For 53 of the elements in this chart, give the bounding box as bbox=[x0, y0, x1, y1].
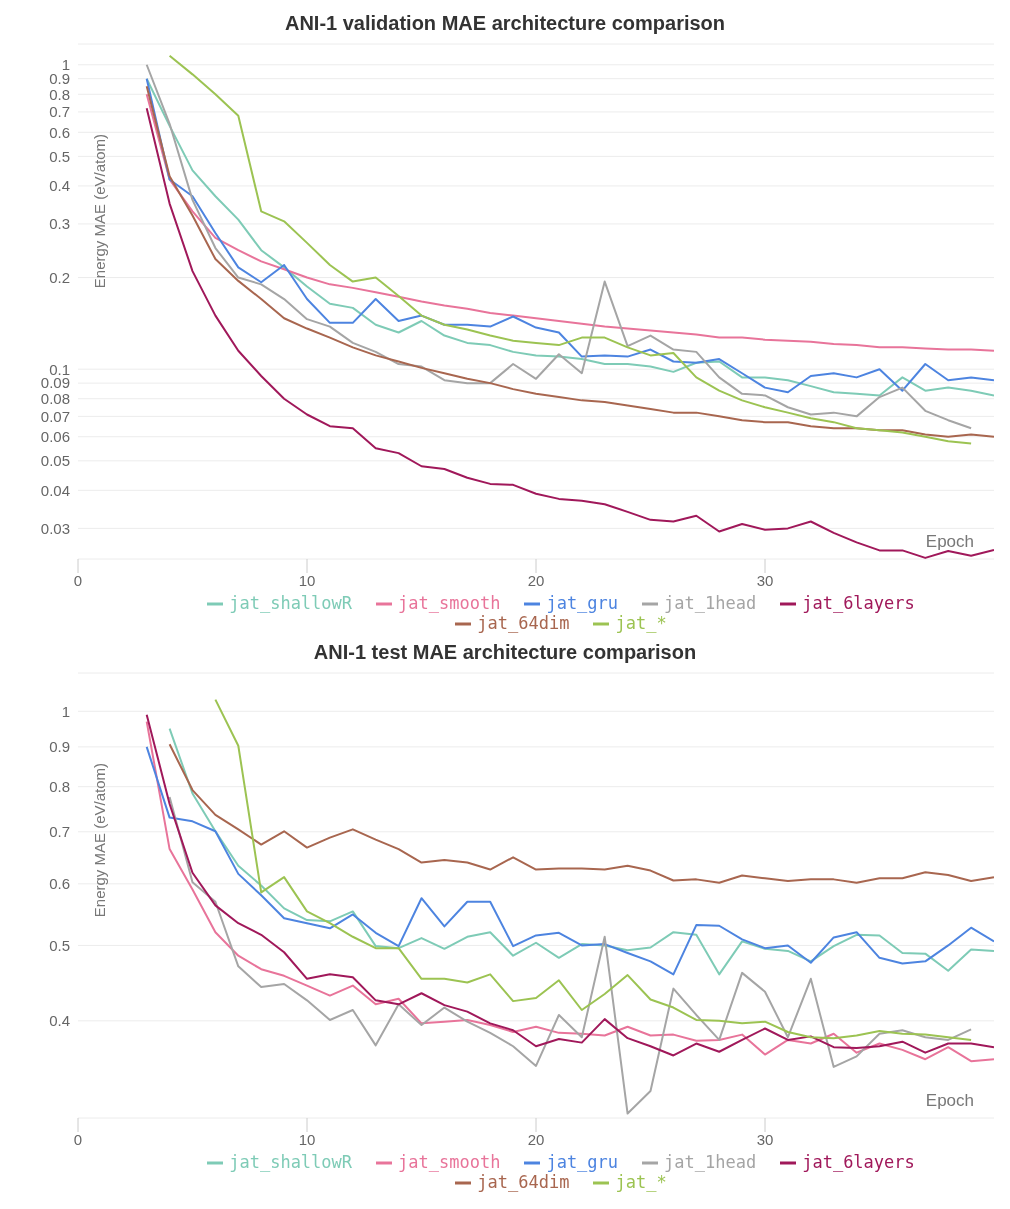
y-tick-label: 0.06 bbox=[40, 428, 70, 446]
y-tick-label: 0.2 bbox=[49, 268, 70, 286]
line-series bbox=[145, 107, 994, 559]
x-tick-label: 0 bbox=[73, 571, 83, 589]
x-tick-label: 10 bbox=[298, 1130, 316, 1148]
legend-label: jat_64dim bbox=[476, 1172, 570, 1192]
y-tick-label: 0.5 bbox=[49, 147, 70, 165]
legend-label: jat_6layers bbox=[801, 593, 915, 613]
x-tick-label: 20 bbox=[527, 1130, 545, 1148]
line-series bbox=[145, 93, 994, 352]
chart-title: ANI-1 validation MAE architecture comparison bbox=[283, 11, 727, 36]
legend-label: jat_shallowR bbox=[228, 1152, 353, 1172]
legend-label: jat_shallowR bbox=[228, 593, 353, 613]
y-tick-label: 0.04 bbox=[40, 481, 70, 499]
legend-label: jat_1head bbox=[663, 593, 757, 613]
x-tick-label: 10 bbox=[298, 571, 316, 589]
y-tick-label: 0.6 bbox=[49, 875, 70, 893]
x-axis-title: Epoch bbox=[925, 1091, 974, 1110]
y-tick-label: 0.4 bbox=[49, 177, 70, 195]
y-tick-label: 0.7 bbox=[49, 823, 70, 841]
y-tick-label: 0.7 bbox=[49, 103, 70, 121]
y-tick-label: 0.8 bbox=[49, 777, 70, 795]
y-tick-label: 0.05 bbox=[40, 452, 70, 470]
legend-label: jat_smooth bbox=[397, 1152, 501, 1172]
y-tick-label: 0.3 bbox=[49, 215, 70, 233]
legend-label: jat_gru bbox=[545, 593, 619, 613]
y-axis-title: Energy MAE (eV/atom) bbox=[90, 763, 108, 918]
line-series bbox=[168, 743, 994, 884]
y-tick-label: 0.03 bbox=[40, 519, 70, 537]
x-tick-label: 30 bbox=[756, 571, 774, 589]
y-tick-label: 0.8 bbox=[49, 85, 70, 103]
x-tick-label: 0 bbox=[73, 1130, 83, 1148]
y-tick-label: 1 bbox=[61, 702, 70, 720]
legend-label: jat_* bbox=[614, 1172, 667, 1192]
legend-label: jat_1head bbox=[663, 1152, 757, 1172]
line-series bbox=[214, 698, 973, 1041]
legend-label: jat_gru bbox=[545, 1152, 619, 1172]
y-tick-label: 0.5 bbox=[49, 936, 70, 954]
line-series bbox=[168, 795, 973, 1115]
y-tick-label: 0.9 bbox=[49, 738, 70, 756]
y-tick-label: 0.6 bbox=[49, 123, 70, 141]
chart-title: ANI-1 test MAE architecture comparison bbox=[312, 640, 698, 665]
y-tick-label: 0.4 bbox=[49, 1012, 70, 1030]
y-axis-title: Energy MAE (eV/atom) bbox=[90, 134, 108, 289]
legend-label: jat_64dim bbox=[476, 613, 570, 633]
legend-label: jat_smooth bbox=[397, 593, 501, 613]
x-tick-label: 30 bbox=[756, 1130, 774, 1148]
legend-label: jat_* bbox=[614, 613, 667, 633]
legend-label: jat_6layers bbox=[801, 1152, 915, 1172]
y-tick-label: 0.08 bbox=[40, 390, 70, 408]
y-tick-label: 0.07 bbox=[40, 407, 70, 425]
x-axis-title: Epoch bbox=[925, 532, 974, 551]
x-tick-label: 20 bbox=[527, 571, 545, 589]
